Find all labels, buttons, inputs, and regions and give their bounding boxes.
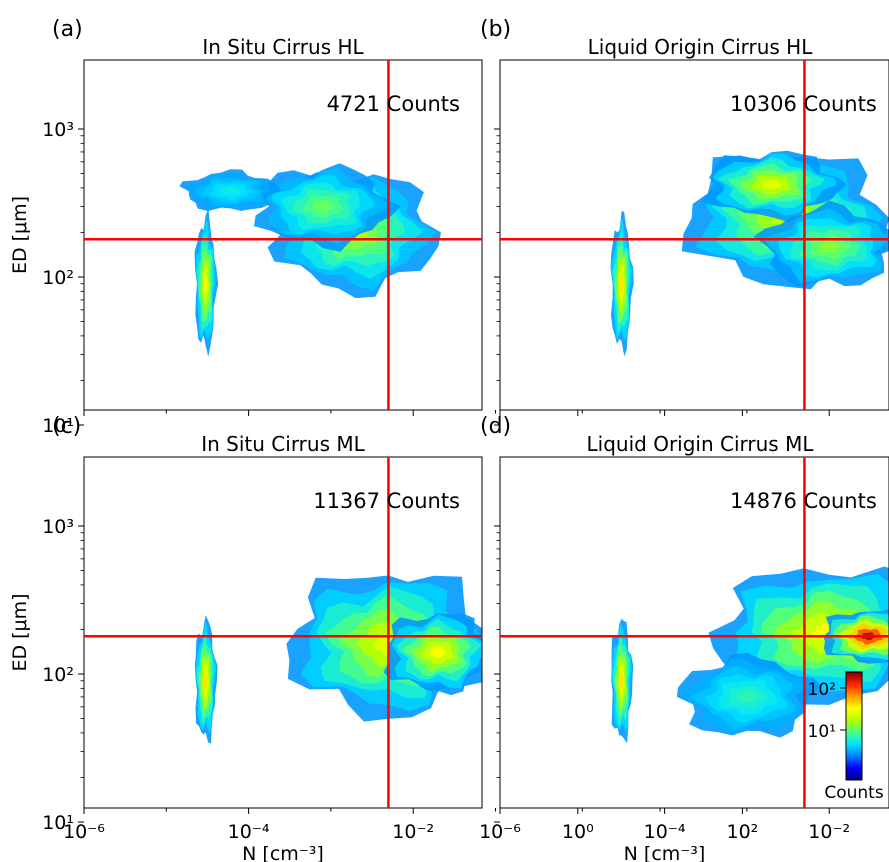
y-tick-label: 10¹ [42, 812, 74, 834]
counts-annotation: 11367 Counts [313, 489, 460, 513]
panel-a: 10³ 10² 10¹ ED [μm] (a) In Situ Cirrus HL 4721… [9, 17, 743, 437]
x-tick-label: 10⁰ [562, 821, 594, 843]
density-contour [818, 240, 840, 253]
panel-title: Liquid Origin Cirrus HL [588, 35, 814, 59]
density-contour [430, 646, 446, 659]
density-contour [582, 768, 603, 799]
x-tick-label: 10⁻⁶ [63, 821, 105, 843]
density-contour [204, 671, 208, 690]
heatmap-contours [194, 575, 622, 830]
density-contour [223, 188, 238, 195]
panel-b: (b) Liquid Origin Cirrus HL 10306 Counts [480, 17, 889, 426]
axes-frame [499, 456, 889, 809]
x-tick-label: 10⁻² [808, 821, 850, 843]
x-axis-label: N [cm⁻³] [242, 843, 324, 862]
x-tick-label: 10⁻⁴ [644, 821, 686, 843]
x-tick-label: 10⁻⁶ [479, 821, 521, 843]
colorbar-label: Counts [824, 783, 883, 803]
counts-annotation: 10306 Counts [730, 92, 877, 116]
x-axis-label: N [cm⁻³] [624, 843, 706, 862]
panel-label: (c) [52, 414, 81, 439]
density-contour [737, 690, 758, 703]
heatmap-contours [611, 566, 889, 744]
panel-label: (d) [480, 414, 511, 439]
density-contour [761, 180, 783, 191]
axes-frame [83, 59, 483, 411]
colorbar-tick-label: 10² [808, 680, 836, 700]
y-tick-label: 10² [42, 664, 74, 686]
density-contour [563, 743, 622, 830]
panel-title: In Situ Cirrus ML [201, 432, 365, 456]
axes-frame [499, 59, 889, 411]
y-tick-label: 10³ [42, 119, 74, 141]
panel-label: (b) [480, 17, 511, 42]
panel-title: In Situ Cirrus HL [202, 35, 364, 59]
y-tick-label: 10³ [42, 516, 74, 538]
density-contour [574, 754, 614, 814]
counts-annotation: 14876 Counts [730, 489, 877, 513]
colorbar-bar [845, 671, 863, 781]
colorbar: 10² 10¹ Counts [808, 671, 884, 803]
panel-d: 10⁻⁶ 10⁻⁴ 10⁻² 10⁰ 10² N [cm⁻³] (d) Liquid Orig… [479, 414, 889, 862]
y-tick-label: 10² [42, 267, 74, 289]
axes-frame [83, 456, 483, 809]
density-contour [620, 672, 624, 690]
counts-annotation: 4721 Counts [327, 92, 460, 116]
y-axis-label: ED [μm] [9, 593, 31, 671]
y-tick-label: 10¹ [42, 415, 74, 437]
panel-title: Liquid Origin Cirrus ML [587, 432, 815, 456]
x-tick-label: 10⁻⁴ [228, 821, 270, 843]
y-axis-label: ED [μm] [9, 196, 31, 274]
density-contour [204, 273, 208, 295]
heatmap-contours [610, 150, 889, 357]
panel-label: (a) [52, 17, 83, 42]
heatmap-contours [179, 163, 441, 357]
x-tick-label: 10² [727, 821, 759, 843]
density-contour [313, 200, 334, 213]
colorbar-tick-label: 10¹ [808, 722, 836, 742]
x-tick-label: 10⁻² [392, 821, 434, 843]
density-contour [620, 273, 624, 295]
